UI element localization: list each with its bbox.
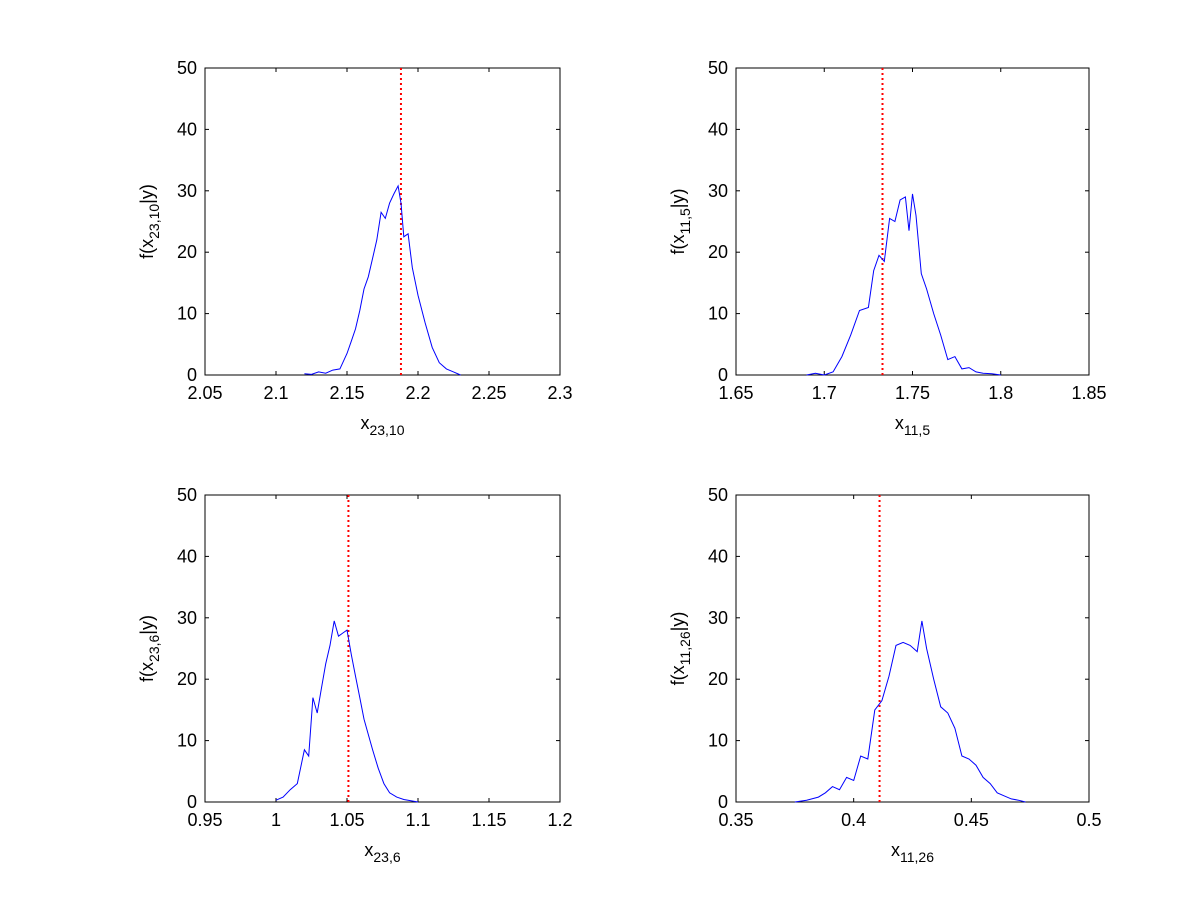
y-tick-label: 50 <box>177 485 197 505</box>
x-tick-label: 2.25 <box>471 383 506 403</box>
x-axis-label: x23,10 <box>360 413 404 438</box>
y-tick-label: 30 <box>708 181 728 201</box>
y-tick-label: 40 <box>177 119 197 139</box>
y-tick-label: 0 <box>718 792 728 812</box>
x-tick-label: 1.2 <box>547 810 572 830</box>
y-tick-label: 10 <box>708 304 728 324</box>
y-tick-label: 10 <box>177 304 197 324</box>
y-tick-label: 10 <box>177 731 197 751</box>
axes-box <box>204 494 561 803</box>
x-tick-label: 1.05 <box>329 810 364 830</box>
x-tick-label: 2.05 <box>187 383 222 403</box>
y-tick-label: 0 <box>718 365 728 385</box>
subplot-2: 1.65 1.7 1.75 1.8 1.85 0 10 20 30 40 50 x11,5 f(x11,… <box>668 58 1107 438</box>
x-axis-label: x11,26 <box>891 840 934 865</box>
density-line <box>304 184 461 376</box>
y-tick-label: 10 <box>708 731 728 751</box>
density-line <box>275 620 419 803</box>
y-tick-label: 40 <box>708 119 728 139</box>
x-tick-label: 0.5 <box>1076 810 1101 830</box>
y-axis-label: f(x11,5|y) <box>668 189 693 255</box>
axes-box <box>735 67 1090 376</box>
y-tick-label: 20 <box>177 242 197 262</box>
y-tick-label: 50 <box>708 58 728 78</box>
y-axis-label: f(x23,10|y) <box>137 184 162 259</box>
x-tick-label: 1 <box>271 810 281 830</box>
y-tick-label: 30 <box>708 608 728 628</box>
x-tick-label: 2.15 <box>329 383 364 403</box>
x-tick-label: 1.65 <box>718 383 753 403</box>
y-tick-label: 40 <box>708 546 728 566</box>
y-tick-label: 50 <box>708 485 728 505</box>
y-tick-label: 30 <box>177 608 197 628</box>
x-tick-label: 1.75 <box>895 383 930 403</box>
subplot-4: 0.35 0.4 0.45 0.5 0 10 20 30 40 50 x11,26 f(x11,26|… <box>668 485 1102 865</box>
density-line <box>806 193 1001 376</box>
x-tick-label: 0.35 <box>718 810 753 830</box>
x-tick-label: 1.15 <box>471 810 506 830</box>
y-tick-label: 50 <box>177 58 197 78</box>
x-tick-label: 1.85 <box>1071 383 1106 403</box>
y-tick-label: 0 <box>187 365 197 385</box>
y-tick-label: 40 <box>177 546 197 566</box>
y-tick-label: 20 <box>708 242 728 262</box>
y-axis-label: f(x23,6|y) <box>137 615 162 682</box>
x-tick-label: 2.2 <box>405 383 430 403</box>
x-tick-label: 2.3 <box>547 383 572 403</box>
y-tick-label: 20 <box>177 669 197 689</box>
x-tick-label: 0.45 <box>954 810 989 830</box>
x-tick-label: 1.7 <box>812 383 837 403</box>
y-axis-label: f(x11,26|y) <box>668 612 693 686</box>
axes-box <box>204 67 561 376</box>
subplot-3: 0.95 1 1.05 1.1 1.15 1.2 0 10 20 30 40 50 x23,6 f(x23… <box>137 485 573 865</box>
x-tick-label: 0.4 <box>841 810 866 830</box>
x-tick-label: 1.8 <box>988 383 1013 403</box>
x-axis-label: x23,6 <box>364 840 400 865</box>
density-line <box>794 620 1026 803</box>
x-tick-label: 0.95 <box>187 810 222 830</box>
y-tick-label: 20 <box>708 669 728 689</box>
y-tick-label: 30 <box>177 181 197 201</box>
x-tick-label: 2.1 <box>263 383 288 403</box>
subplot-1: 2.05 2.1 2.15 2.2 2.25 2.3 0 10 20 30 40 50 x23,10 f(… <box>137 58 573 438</box>
y-tick-label: 0 <box>187 792 197 812</box>
axes-box <box>735 494 1090 803</box>
x-axis-label: x11,5 <box>895 413 930 438</box>
x-tick-label: 1.1 <box>405 810 430 830</box>
